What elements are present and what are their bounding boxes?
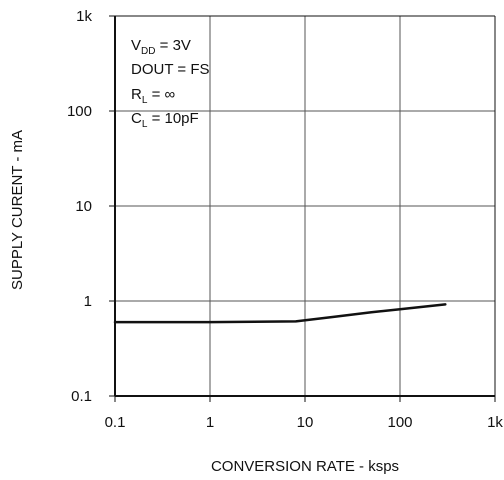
annotation-cl-sub: L — [142, 119, 148, 130]
y-axis-ticks: 0.1 1 10 100 1k — [67, 8, 115, 405]
annotation-dout: DOUT = FS — [131, 61, 210, 78]
y-axis-label: SUPPLY CURENT - mA — [9, 130, 26, 290]
annotation-vdd: VDD = 3V — [131, 37, 191, 57]
annotation-rl-main: R — [131, 86, 142, 103]
series-layer — [113, 303, 447, 324]
annotation-cl: CL = 10pF — [131, 110, 199, 130]
annotation-vdd-rest: = 3V — [155, 37, 190, 54]
x-tick-label: 1 — [206, 414, 214, 431]
y-tick-label: 1 — [84, 293, 92, 310]
y-tick-label: 1k — [76, 8, 92, 25]
annotation-cl-rest: = 10pF — [147, 110, 198, 127]
x-tick-label: 100 — [387, 414, 412, 431]
x-axis-label: CONVERSION RATE - ksps — [211, 458, 399, 475]
annotation-rl: RL = ∞ — [131, 86, 176, 106]
x-axis-ticks: 0.1 1 10 100 1k — [105, 396, 503, 431]
y-tick-label: 0.1 — [71, 388, 92, 405]
supply-current-series-line — [113, 303, 447, 324]
y-tick-label: 100 — [67, 103, 92, 120]
x-tick-label: 0.1 — [105, 414, 126, 431]
annotation-cl-main: C — [131, 110, 142, 127]
chart-grid — [115, 16, 495, 396]
y-tick-label: 10 — [75, 198, 92, 215]
annotation-vdd-sub: DD — [141, 46, 155, 57]
annotation-rl-rest: = ∞ — [147, 86, 175, 103]
annotation-rl-sub: L — [142, 95, 148, 106]
x-tick-label: 10 — [297, 414, 314, 431]
annotation-box: VDD = 3V DOUT = FS RL = ∞ CL = 10pF — [131, 37, 210, 130]
annotation-vdd-main: V — [131, 37, 141, 54]
x-tick-label: 1k — [487, 414, 503, 431]
